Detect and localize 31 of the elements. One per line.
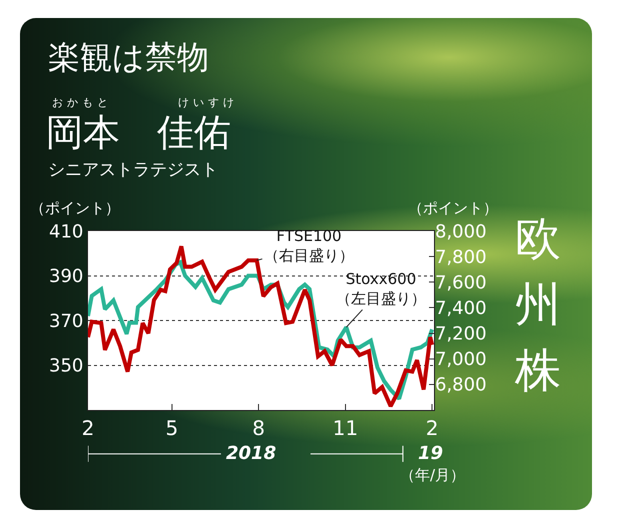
chart-title: 楽観は禁物 <box>48 37 209 78</box>
chart-subtitle: 岡本 佳佑 <box>46 110 231 156</box>
annotation: （左目盛り） <box>336 290 426 308</box>
text: 2018 <box>226 443 276 464</box>
text: Stoxx600 <box>346 270 416 288</box>
y2-tick-label: 7,800 <box>435 246 487 268</box>
y2-tick-label: 6,800 <box>435 374 487 396</box>
y-tick-label: 410 <box>49 221 84 242</box>
x-tick-label: 2 <box>82 416 94 440</box>
x-tick-label: 8 <box>252 416 266 440</box>
x-tick-label: 5 <box>166 416 178 440</box>
text: 19 <box>418 443 444 464</box>
y2-tick-label: 7,400 <box>435 298 487 320</box>
series-label: FTSE100 <box>276 227 342 245</box>
text: けいすけ <box>178 95 238 110</box>
text: シニアストラテジスト <box>48 159 218 181</box>
y-tick-label: 350 <box>49 356 84 377</box>
y-tick-label: 390 <box>49 266 84 288</box>
text: （年/月） <box>400 466 466 485</box>
y2-tick-label: 7,200 <box>435 324 487 345</box>
y-axis-title: （ポイント） <box>30 199 120 218</box>
x-tick-label: 2 <box>426 416 438 440</box>
text: 欧州株 <box>515 210 562 399</box>
y2-axis-title: （ポイント） <box>408 199 498 218</box>
y-tick-label: 370 <box>49 310 84 332</box>
annotation: （右目盛り） <box>264 246 354 264</box>
y2-tick-label: 7,000 <box>435 349 487 370</box>
text: おかもと <box>52 95 112 110</box>
y2-tick-label: 7,600 <box>435 272 487 294</box>
y2-tick-label: 8,000 <box>435 221 487 242</box>
x-tick-label: 11 <box>332 416 358 440</box>
